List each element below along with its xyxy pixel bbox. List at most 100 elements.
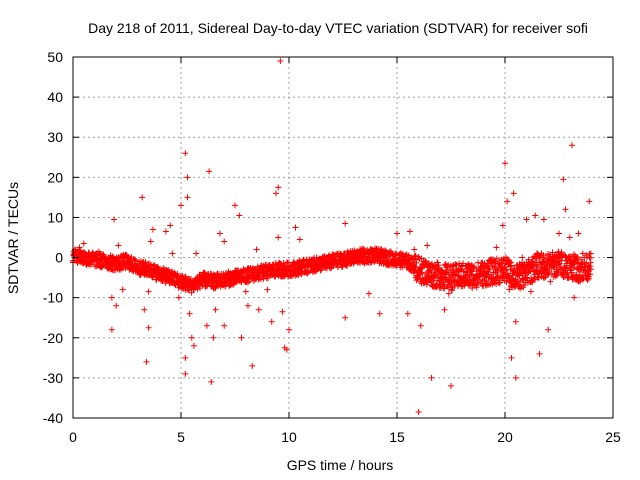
outlier-point [232, 202, 238, 209]
data-point [587, 259, 594, 266]
y-tick-label: 30 [47, 129, 63, 145]
data-point [477, 271, 484, 278]
y-tick-label: -10 [43, 290, 63, 306]
outlier-point [175, 294, 182, 301]
data-point [449, 287, 456, 294]
outlier-point [448, 382, 454, 389]
outlier-point [193, 250, 200, 257]
outlier-point [145, 288, 152, 295]
outlier-point [169, 250, 176, 257]
data-point [440, 284, 447, 291]
outlier-point [206, 168, 213, 175]
outlier-point [279, 308, 286, 315]
y-tick-label: 10 [47, 209, 63, 225]
data-point [493, 280, 500, 287]
data-point [422, 258, 429, 265]
outlier-point [566, 234, 573, 241]
outlier-point [445, 290, 452, 297]
outlier-point [249, 362, 256, 369]
data-point [142, 259, 149, 266]
data-point [587, 255, 594, 262]
outlier-point [184, 194, 191, 201]
data-point [419, 269, 426, 276]
outlier-point [182, 150, 189, 157]
outlier-point [76, 244, 83, 251]
x-axis-label: GPS time / hours [287, 457, 394, 473]
outlier-point [277, 58, 284, 65]
outlier-point [512, 318, 519, 325]
data-point [586, 254, 593, 261]
outlier-point [162, 228, 169, 235]
outlier-point [141, 306, 148, 313]
y-tick-label: 50 [47, 49, 63, 65]
outlier-point [508, 354, 515, 361]
data-point [574, 254, 581, 261]
data-point [585, 275, 592, 282]
outlier-point [575, 230, 582, 237]
outlier-point [547, 278, 554, 285]
outlier-point [417, 322, 424, 329]
outlier-point [376, 310, 383, 317]
outlier-point [221, 322, 228, 329]
data-point [491, 264, 498, 271]
outlier-point [292, 224, 299, 231]
outlier-point [283, 346, 290, 353]
x-tick-label: 0 [69, 429, 77, 445]
data-point [360, 245, 367, 252]
x-tick-label: 5 [177, 429, 185, 445]
data-point [524, 275, 531, 282]
outlier-point [404, 310, 411, 317]
outlier-point [512, 374, 519, 381]
y-tick-label: 40 [47, 89, 63, 105]
outlier-point [115, 242, 122, 249]
data-point [576, 271, 583, 278]
outlier-point [210, 334, 217, 341]
outlier-point [493, 244, 500, 251]
data-point [521, 282, 528, 289]
y-axis-label: SDTVAR / TECUs [5, 182, 21, 294]
data-point [362, 249, 369, 256]
outlier-point [342, 220, 349, 227]
outlier-point [273, 190, 280, 197]
data-point [579, 275, 586, 282]
outlier-point [95, 248, 102, 255]
data-point [508, 259, 515, 266]
outlier-point [186, 310, 193, 317]
data-point [578, 256, 585, 263]
outlier-point [255, 306, 262, 313]
data-point [563, 271, 570, 278]
data-point [194, 286, 201, 293]
outlier-point [568, 142, 575, 149]
grid-lines [73, 57, 613, 418]
data-point [565, 274, 572, 281]
data-point [272, 273, 279, 280]
outlier-point [184, 174, 191, 181]
data-point [432, 263, 439, 270]
outlier-point [560, 176, 567, 183]
data-point [460, 260, 467, 267]
outlier-point [216, 230, 223, 237]
outlier-point [571, 294, 578, 301]
data-point [344, 262, 351, 269]
outlier-point [506, 286, 513, 293]
outlier-point [527, 288, 534, 295]
data-point [72, 247, 79, 254]
outlier-point [143, 358, 150, 365]
data-point [573, 255, 580, 262]
data-point [525, 256, 532, 263]
outlier-point [264, 286, 271, 293]
data-point [542, 265, 549, 272]
outlier-point [167, 222, 174, 229]
data-point [528, 264, 535, 271]
outlier-point [296, 236, 303, 243]
x-tick-label: 10 [281, 429, 297, 445]
outlier-point [365, 290, 372, 297]
data-point [510, 270, 517, 277]
data-point [541, 274, 548, 281]
data-point [471, 263, 478, 270]
outlier-point [244, 302, 251, 309]
data-point [149, 274, 156, 281]
data-point [132, 256, 139, 263]
data-point [292, 272, 299, 279]
outlier-point [428, 374, 435, 381]
